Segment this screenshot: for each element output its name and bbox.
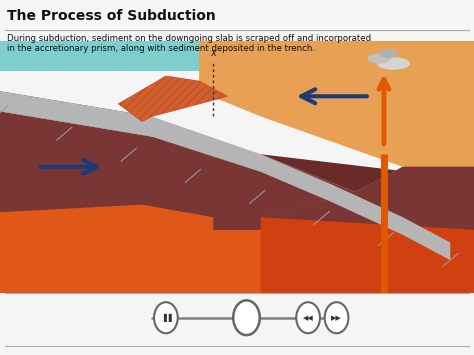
Text: ▐▐: ▐▐ (160, 313, 172, 322)
Polygon shape (0, 91, 450, 260)
Polygon shape (199, 41, 474, 167)
Text: ◀◀: ◀◀ (303, 315, 313, 321)
Text: During subduction, sediment on the downgoing slab is scraped off and incorporate: During subduction, sediment on the downg… (7, 34, 371, 53)
Polygon shape (261, 154, 474, 293)
Polygon shape (261, 167, 474, 230)
Polygon shape (0, 230, 474, 293)
Polygon shape (0, 41, 474, 71)
Circle shape (296, 302, 320, 333)
Text: x: x (210, 49, 216, 59)
Polygon shape (0, 41, 152, 137)
Polygon shape (0, 111, 474, 293)
Text: ▶▶: ▶▶ (331, 315, 342, 321)
Ellipse shape (379, 49, 398, 58)
Text: The Process of Subduction: The Process of Subduction (7, 9, 216, 23)
Circle shape (154, 302, 178, 333)
Ellipse shape (367, 53, 391, 64)
Polygon shape (118, 76, 228, 121)
Polygon shape (0, 204, 213, 293)
Circle shape (325, 302, 348, 333)
Ellipse shape (377, 57, 410, 70)
Polygon shape (261, 154, 474, 192)
Circle shape (233, 300, 260, 335)
